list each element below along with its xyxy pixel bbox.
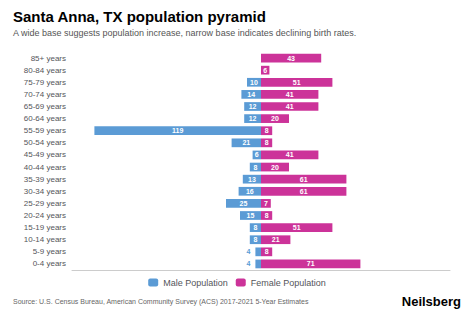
svg-text:60-64 years: 60-64 years bbox=[24, 114, 66, 123]
svg-text:12: 12 bbox=[249, 115, 257, 122]
svg-text:4: 4 bbox=[246, 260, 250, 267]
svg-text:65-69 years: 65-69 years bbox=[24, 102, 66, 111]
svg-text:8: 8 bbox=[265, 212, 269, 219]
svg-text:0-4 years: 0-4 years bbox=[33, 259, 66, 268]
svg-text:75-79 years: 75-79 years bbox=[24, 78, 66, 87]
svg-text:71: 71 bbox=[307, 260, 315, 267]
svg-text:40-44 years: 40-44 years bbox=[24, 163, 66, 172]
svg-text:8: 8 bbox=[265, 127, 269, 134]
svg-text:4: 4 bbox=[246, 248, 250, 255]
svg-text:25-29 years: 25-29 years bbox=[24, 199, 66, 208]
svg-text:20-24 years: 20-24 years bbox=[24, 211, 66, 220]
svg-text:8: 8 bbox=[253, 236, 257, 243]
svg-text:55-59 years: 55-59 years bbox=[24, 126, 66, 135]
svg-text:50-54 years: 50-54 years bbox=[24, 138, 66, 147]
svg-text:7: 7 bbox=[264, 200, 268, 207]
svg-text:A wide base suggests populatio: A wide base suggests population increase… bbox=[13, 28, 356, 38]
svg-text:41: 41 bbox=[286, 91, 294, 98]
svg-text:8: 8 bbox=[265, 139, 269, 146]
svg-text:51: 51 bbox=[293, 224, 301, 231]
svg-text:8: 8 bbox=[265, 248, 269, 255]
svg-text:51: 51 bbox=[293, 79, 301, 86]
svg-text:10: 10 bbox=[250, 79, 258, 86]
svg-text:15: 15 bbox=[247, 212, 255, 219]
svg-text:5-9 years: 5-9 years bbox=[33, 247, 66, 256]
svg-text:21: 21 bbox=[272, 236, 280, 243]
svg-text:43: 43 bbox=[287, 55, 295, 62]
svg-text:30-34 years: 30-34 years bbox=[24, 187, 66, 196]
svg-text:61: 61 bbox=[300, 176, 308, 183]
svg-text:119: 119 bbox=[172, 127, 183, 134]
svg-text:13: 13 bbox=[248, 176, 256, 183]
svg-text:25: 25 bbox=[240, 200, 248, 207]
svg-text:41: 41 bbox=[286, 151, 294, 158]
svg-text:6: 6 bbox=[255, 151, 259, 158]
svg-text:41: 41 bbox=[286, 103, 294, 110]
svg-text:20: 20 bbox=[271, 164, 279, 171]
svg-text:Neilsberg: Neilsberg bbox=[402, 294, 461, 309]
svg-text:70-74 years: 70-74 years bbox=[24, 90, 66, 99]
svg-text:Male Population: Male Population bbox=[163, 278, 228, 288]
svg-text:80-84 years: 80-84 years bbox=[24, 66, 66, 75]
svg-text:45-49 years: 45-49 years bbox=[24, 150, 66, 159]
svg-text:85+ years: 85+ years bbox=[31, 54, 66, 63]
svg-text:Santa Anna, TX population pyra: Santa Anna, TX population pyramid bbox=[13, 8, 266, 25]
svg-text:14: 14 bbox=[247, 91, 255, 98]
svg-text:16: 16 bbox=[246, 188, 254, 195]
svg-text:35-39 years: 35-39 years bbox=[24, 175, 66, 184]
svg-text:8: 8 bbox=[253, 224, 257, 231]
svg-text:61: 61 bbox=[300, 188, 308, 195]
svg-text:20: 20 bbox=[271, 115, 279, 122]
svg-text:21: 21 bbox=[242, 139, 250, 146]
svg-text:Female Population: Female Population bbox=[251, 278, 326, 288]
svg-text:Source: U.S. Census Bureau, Am: Source: U.S. Census Bureau, American Com… bbox=[13, 298, 309, 306]
svg-text:6: 6 bbox=[263, 67, 267, 74]
svg-text:12: 12 bbox=[249, 103, 257, 110]
svg-text:8: 8 bbox=[253, 164, 257, 171]
svg-text:10-14 years: 10-14 years bbox=[24, 235, 66, 244]
svg-text:15-19 years: 15-19 years bbox=[24, 223, 66, 232]
